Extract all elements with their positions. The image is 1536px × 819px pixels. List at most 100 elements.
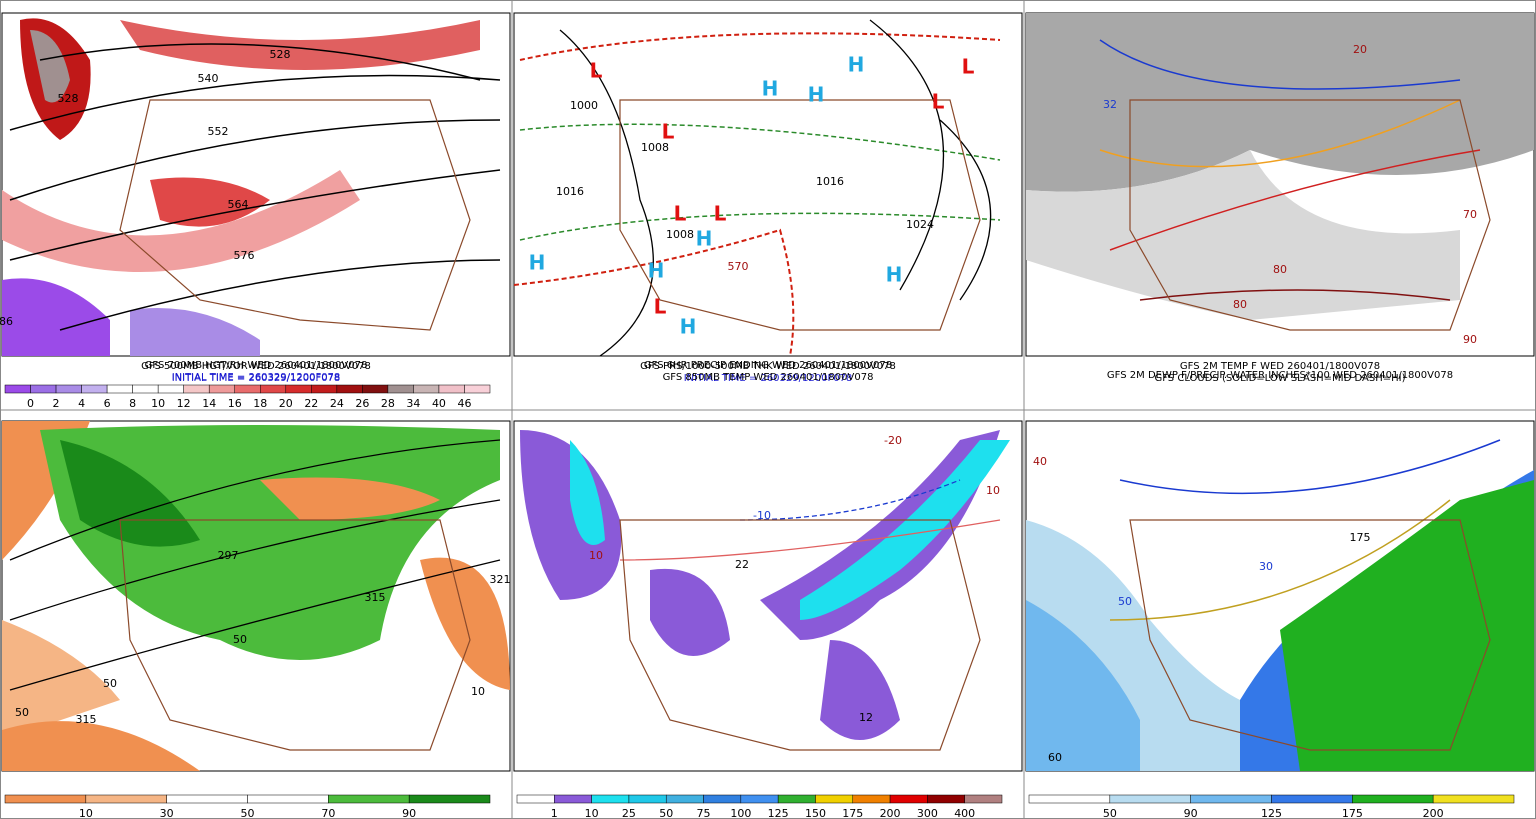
colorbar-swatch — [157, 384, 184, 394]
colorbar-swatch — [85, 794, 167, 804]
colorbar-swatch — [30, 384, 57, 394]
colorbar-label: 16 — [228, 397, 242, 410]
colorbar-swatch — [247, 794, 329, 804]
colorbar-swatch — [260, 384, 287, 394]
map-label: H — [808, 83, 825, 107]
colorbar-swatch — [362, 384, 389, 394]
caption: GFS 500MB HGT/VOR WED 260401/1800V078 — [141, 361, 371, 372]
colorbar-label: 1 — [551, 807, 558, 819]
caption: GFS 2M TEMP F WED 260401/1800V078 — [1180, 361, 1380, 372]
colorbar-label: 0 — [27, 397, 34, 410]
colorbar-label: 18 — [253, 397, 267, 410]
map-label: H — [648, 259, 665, 283]
colorbar-swatch — [815, 794, 854, 804]
map-label: L — [674, 202, 687, 226]
map-label: 50 — [233, 633, 247, 646]
colorbar-label: 200 — [880, 807, 901, 819]
colorbar-swatch — [665, 794, 704, 804]
colorbar-swatch — [166, 794, 248, 804]
colorbar-label: 50 — [1103, 807, 1117, 819]
map-label: 1016 — [816, 175, 844, 188]
colorbar-label: 24 — [330, 397, 344, 410]
colorbar-swatch — [438, 384, 465, 394]
colorbar-swatch — [311, 384, 338, 394]
map-label: 10 — [471, 685, 485, 698]
colorbar-swatch — [1271, 794, 1353, 804]
map-label: L — [714, 202, 727, 226]
colorbar-swatch — [1190, 794, 1272, 804]
map-label: 564 — [228, 198, 249, 211]
colorbar-label: 20 — [279, 397, 293, 410]
colorbar-swatch — [328, 794, 410, 804]
map-label: 12 — [859, 711, 873, 724]
caption: GFS CLOUDS (SOLID=LOW SLASH=MID DASH=HI) — [1154, 373, 1405, 384]
colorbar-label: 50 — [659, 807, 673, 819]
map-label: 10 — [589, 549, 603, 562]
map-label: L — [662, 120, 675, 144]
colorbar-label: 75 — [697, 807, 711, 819]
colorbar-swatch — [183, 384, 210, 394]
colorbar-label: 90 — [402, 807, 416, 819]
colorbar-swatch — [889, 794, 928, 804]
map-label: 80 — [1233, 298, 1247, 311]
map-precip — [513, 420, 1023, 772]
map-label: H — [886, 263, 903, 287]
colorbar-label: 6 — [104, 397, 111, 410]
map-500mb — [1, 12, 511, 357]
colorbar-swatch — [852, 794, 891, 804]
map-label: 40 — [1033, 455, 1047, 468]
colorbar-label: 90 — [1184, 807, 1198, 819]
colorbar-swatch — [628, 794, 667, 804]
colorbar-label: 150 — [805, 807, 826, 819]
map-label: 86 — [0, 315, 13, 328]
colorbar-swatch — [132, 384, 159, 394]
map-label: H — [848, 53, 865, 77]
map-label: 321 — [490, 573, 511, 586]
colorbar-swatch — [408, 794, 491, 804]
colorbar-swatch — [464, 384, 491, 394]
map-label: 32 — [1103, 98, 1117, 111]
map-label: 90 — [1463, 333, 1477, 346]
colorbar-swatch — [4, 794, 87, 804]
caption: INITIAL TIME = 260329/1200F078 — [172, 372, 341, 383]
caption: GFS 850MB TEMP WED 260401/1800V078 — [663, 372, 874, 383]
colorbar-label: 175 — [842, 807, 863, 819]
map-label: 315 — [365, 591, 386, 604]
colorbar-swatch — [285, 384, 312, 394]
colorbar-swatch — [208, 384, 235, 394]
map-label: 297 — [218, 549, 239, 562]
colorbar-swatch — [740, 794, 779, 804]
map-label: 1016 — [556, 185, 584, 198]
caption: GFS 6HR PRECIP ENDING WED 260401/1800V07… — [644, 360, 892, 371]
map-label: H — [696, 227, 713, 251]
colorbar-swatch — [234, 384, 261, 394]
map-label: 1008 — [641, 141, 669, 154]
map-label: 1008 — [666, 228, 694, 241]
colorbar-swatch — [81, 384, 108, 394]
colorbar-label: 50 — [241, 807, 255, 819]
map-label: 60 — [1048, 751, 1062, 764]
colorbar-label: 30 — [160, 807, 174, 819]
colorbar-label: 10 — [79, 807, 93, 819]
colorbar-swatch — [106, 384, 133, 394]
colorbar-label: 200 — [1423, 807, 1444, 819]
colorbar-label: 125 — [1261, 807, 1282, 819]
colorbar-swatch — [4, 384, 31, 394]
caption: INITIAL TIME = 260329/1200F078 — [684, 373, 853, 384]
colorbar-label: 4 — [78, 397, 85, 410]
map-label: L — [654, 295, 667, 319]
colorbar-swatch — [554, 794, 592, 804]
map-label: 576 — [234, 249, 255, 262]
map-label: 50 — [15, 706, 29, 719]
map-2m-temp — [1025, 12, 1535, 357]
colorbar-swatch — [1109, 794, 1191, 804]
map-label: H — [762, 77, 779, 101]
colorbar-label: 25 — [622, 807, 636, 819]
map-label: 175 — [1350, 531, 1371, 544]
colorbar-swatch — [516, 794, 555, 804]
map-label: 1000 — [570, 99, 598, 112]
colorbar-swatch — [964, 794, 1003, 804]
colorbar-label: 14 — [202, 397, 216, 410]
map-label: H — [680, 315, 697, 339]
